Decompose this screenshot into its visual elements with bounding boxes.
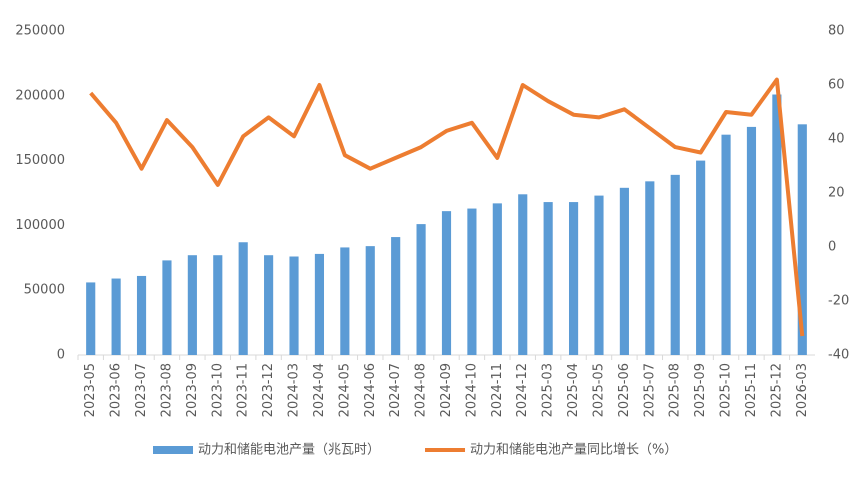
legend-swatch [153,446,193,454]
y-tick-label: 150000 [15,153,65,168]
bar [594,195,604,355]
x-tick-label: 2023-06 [109,363,124,417]
x-tick-label: 2025-04 [566,363,581,417]
x-tick-label: 2025-11 [744,363,759,417]
y-tick-label: 0 [57,348,65,363]
bar [645,181,655,355]
bar [670,174,680,355]
bar [467,208,477,355]
bar [696,160,706,355]
bar [289,256,299,355]
y-tick-label: 200000 [15,88,65,103]
x-tick-label: 2025-10 [719,363,734,417]
x-tick-label: 2023-07 [134,363,149,417]
y2-tick-label: -20 [828,294,849,309]
x-tick-label: 2024-04 [312,363,327,417]
y2-tick-label: 80 [828,24,845,39]
x-tick-label: 2024-03 [287,363,302,417]
x-tick-label: 2023-10 [210,363,225,417]
bar [136,275,147,355]
y-tick-label: 50000 [24,283,65,298]
bar [86,282,96,355]
x-tick-label: 2025-06 [617,363,632,417]
x-tick-label: 2023-12 [261,363,276,417]
y2-tick-label: 60 [828,78,845,93]
bar [721,134,731,355]
bar [416,224,426,355]
bar [314,253,325,355]
bar [162,260,172,355]
bar [746,126,757,356]
x-tick-label: 2024-12 [515,363,530,417]
y2-tick-label: 40 [828,132,845,147]
x-tick-label: 2025-12 [769,363,784,417]
x-tick-label: 2025-09 [693,363,708,417]
bar [518,194,528,355]
bar [543,202,553,355]
bar [772,94,782,355]
bar [213,255,223,355]
x-tick-label: 2026-03 [795,363,810,417]
x-tick-label: 2024-07 [388,363,403,417]
x-tick-label: 2025-07 [642,363,657,417]
y-tick-label: 250000 [15,24,65,39]
x-tick-label: 2025-05 [591,363,606,417]
y2-tick-label: 0 [828,240,836,255]
x-tick-label: 2025-08 [668,363,683,417]
bar [111,278,121,355]
bar [238,242,248,355]
x-tick-label: 2025-03 [541,363,556,417]
x-tick-label: 2024-10 [464,363,479,417]
bar [340,247,350,355]
line [89,77,805,337]
bar [568,202,579,355]
x-tick-label: 2024-09 [439,363,454,417]
x-tick-label: 2024-11 [490,363,505,417]
bar [619,187,629,355]
bar [365,246,375,355]
y2-tick-label: 20 [828,186,845,201]
x-tick-label: 2023-09 [185,363,200,417]
x-tick-label: 2024-05 [337,363,352,417]
legend-label: 动力和储能电池产量（兆瓦时） [198,443,380,458]
x-tick-label: 2023-05 [83,363,98,417]
y-tick-label: 100000 [15,218,65,233]
bar [797,124,807,355]
bar [187,255,197,355]
x-tick-label: 2023-08 [159,363,174,417]
bar [264,255,274,355]
legend-label: 动力和储能电池产量同比增长（%） [470,443,677,458]
bar [441,211,452,355]
y2-tick-label: -40 [828,348,849,363]
bar [492,203,502,355]
x-tick-label: 2024-06 [363,363,378,417]
x-tick-label: 2023-11 [236,363,251,417]
x-tick-label: 2024-08 [414,363,429,417]
bar [391,237,401,355]
